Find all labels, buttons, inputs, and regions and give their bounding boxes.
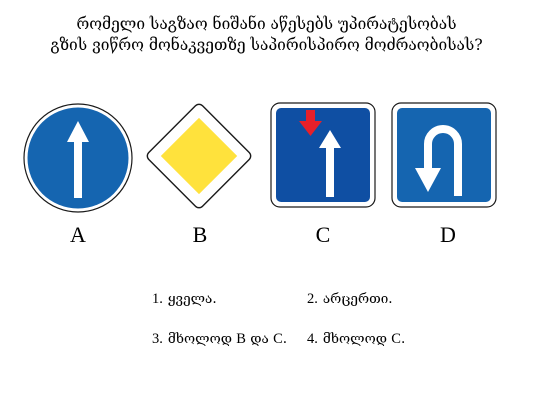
answer-number: 4. bbox=[307, 331, 318, 347]
priority-road-icon bbox=[146, 103, 252, 209]
answer-text: არცერთი. bbox=[322, 291, 393, 307]
answer-sign-c: C bbox=[391, 331, 401, 347]
straight-ahead-only-icon bbox=[23, 103, 133, 213]
sign-b[interactable] bbox=[143, 100, 255, 212]
answer-option-1[interactable]: 1. ყველა. bbox=[152, 290, 217, 308]
priority-over-oncoming-traffic-icon bbox=[270, 102, 376, 208]
sign-d-label: D bbox=[440, 222, 456, 247]
sign-c-label: C bbox=[315, 222, 331, 247]
answer-option-2[interactable]: 2. არცერთი. bbox=[307, 290, 393, 308]
answer-text-prefix: მხოლოდ bbox=[167, 331, 237, 347]
answer-text: ყველა. bbox=[167, 291, 217, 307]
sign-c[interactable] bbox=[270, 102, 376, 208]
question-text: რომელი საგზაო ნიშანი აწესებს უპირატესობა… bbox=[0, 14, 533, 56]
question-line-1: რომელი საგზაო ნიშანი აწესებს უპირატესობა… bbox=[76, 15, 457, 33]
sign-b-label: B bbox=[192, 222, 208, 247]
answer-text-mid: და bbox=[245, 331, 274, 347]
answer-sign-c: C bbox=[273, 331, 283, 347]
answer-sign-b: B bbox=[236, 331, 246, 347]
answer-option-3[interactable]: 3. მხოლოდ B და C. bbox=[152, 330, 287, 348]
answer-text-suffix: . bbox=[282, 331, 288, 347]
answer-number: 3. bbox=[152, 331, 163, 347]
answer-text-suffix: . bbox=[400, 331, 406, 347]
sign-d[interactable] bbox=[391, 102, 497, 208]
answer-option-4[interactable]: 4. მხოლოდ C. bbox=[307, 330, 405, 348]
answer-text-prefix: მხოლოდ bbox=[322, 331, 392, 347]
answer-number: 1. bbox=[152, 291, 163, 307]
answer-number: 2. bbox=[307, 291, 318, 307]
sign-a-label: A bbox=[70, 222, 86, 247]
sign-a[interactable] bbox=[22, 102, 134, 214]
u-turn-icon bbox=[391, 102, 497, 208]
question-line-2: გზის ვიწრო მონაკვეთზე საპირისპირო მოძრაო… bbox=[50, 36, 483, 54]
